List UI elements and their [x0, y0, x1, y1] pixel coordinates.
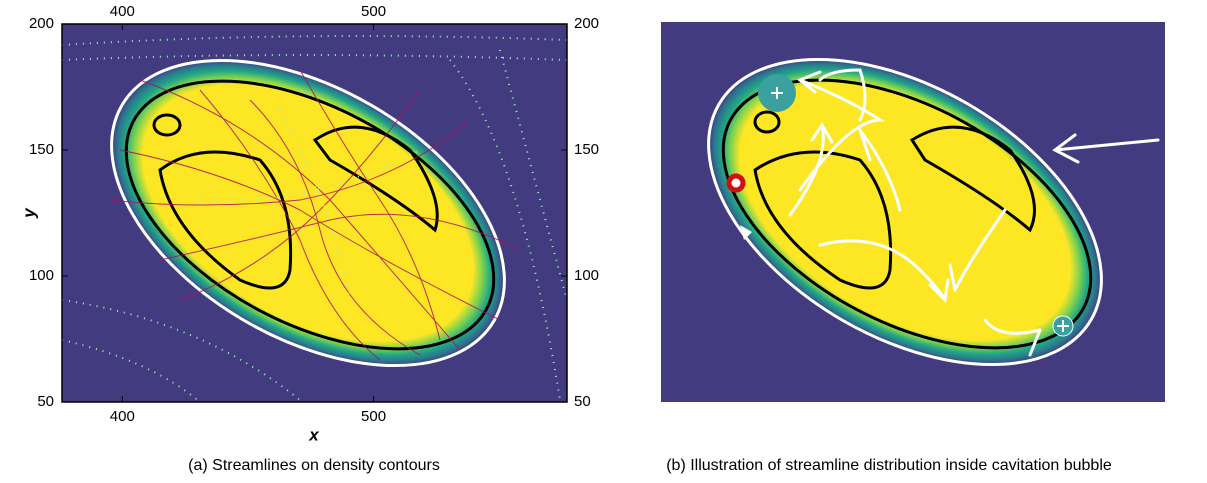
page: 400 400 500 500 50 50 100 100 150 150 200 200 x y (…	[0, 0, 1207, 483]
x-tick-label: 400	[110, 3, 135, 20]
y-tick-label: 200	[574, 15, 599, 32]
caption: (b) Illustration of streamline distribut…	[666, 457, 1112, 474]
panel-a	[59, 0, 567, 429]
y-tick-label: 100	[29, 267, 54, 284]
y-tick-label: 100	[574, 267, 599, 284]
caption: (a) Streamlines on density contours	[188, 457, 440, 474]
x-tick-label: 500	[361, 3, 386, 20]
x-tick-label: 400	[110, 408, 135, 425]
y-tick-label: 150	[574, 141, 599, 158]
panel-b	[656, 0, 1165, 428]
y-tick-label: 200	[29, 15, 54, 32]
figure: 400 400 500 500 50 50 100 100 150 150 200 200 x y (…	[0, 0, 1207, 483]
y-tick-label: 150	[29, 141, 54, 158]
saddle-marker	[729, 176, 743, 190]
y-tick-label: 50	[37, 393, 54, 410]
x-tick-label: 500	[361, 408, 386, 425]
y-tick-label: 50	[574, 393, 591, 410]
x-axis-label: x	[308, 425, 320, 444]
y-axis-label: y	[19, 207, 38, 219]
